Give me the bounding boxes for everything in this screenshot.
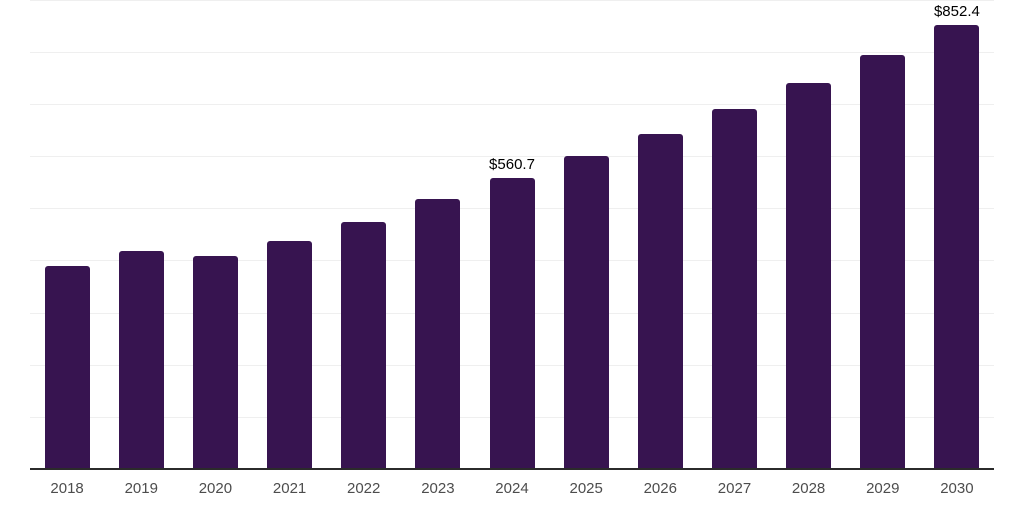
x-tick-label-2025: 2025 [569, 480, 603, 497]
bar-2020 [192, 256, 238, 470]
bar-2019 [118, 251, 164, 470]
bar-2022 [341, 221, 387, 470]
x-tick-label-2028: 2028 [791, 480, 826, 497]
bar-2027 [712, 109, 757, 470]
bar-2026 [637, 133, 683, 470]
bar-2028 [786, 83, 832, 470]
bar-2021 [267, 241, 312, 470]
x-tick-label-2030: 2030 [940, 480, 974, 497]
bar-2025 [563, 156, 609, 470]
x-axis-line [30, 468, 994, 470]
x-tick-label-2029: 2029 [866, 480, 900, 497]
gridline-600 [30, 156, 994, 157]
x-tick-label-2027: 2027 [717, 480, 752, 497]
value-label-2024: $560.7 [489, 155, 535, 173]
x-tick-label-2018: 2018 [50, 480, 84, 497]
gridline-700 [30, 103, 994, 105]
gridline-900 [30, 0, 994, 1]
bar-2023 [415, 199, 461, 470]
x-tick-label-2023: 2023 [421, 480, 455, 497]
value-label-2030: $852.4 [933, 3, 980, 21]
plot-area: $560.7 $852.4 [30, 0, 994, 470]
x-tick-label-2020: 2020 [198, 480, 233, 497]
x-axis-labels: 2018 2019 2020 2021 2022 2023 2024 2025 2026 2027… [30, 477, 994, 501]
bar-2030 [934, 25, 980, 470]
x-tick-label-2026: 2026 [643, 480, 677, 497]
x-tick-label-2021: 2021 [272, 480, 307, 497]
bar-2018 [44, 266, 90, 470]
bar-2029 [860, 55, 906, 470]
x-tick-label-2022: 2022 [347, 480, 381, 497]
gridline-800 [30, 51, 994, 53]
bar-2024 [489, 177, 535, 470]
x-tick-label-2019: 2019 [124, 480, 158, 497]
x-tick-label-2024: 2024 [495, 480, 529, 497]
